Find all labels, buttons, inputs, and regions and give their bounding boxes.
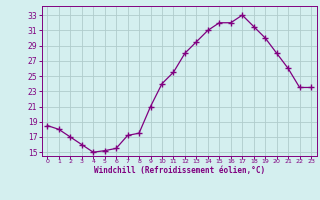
X-axis label: Windchill (Refroidissement éolien,°C): Windchill (Refroidissement éolien,°C) [94, 166, 265, 175]
